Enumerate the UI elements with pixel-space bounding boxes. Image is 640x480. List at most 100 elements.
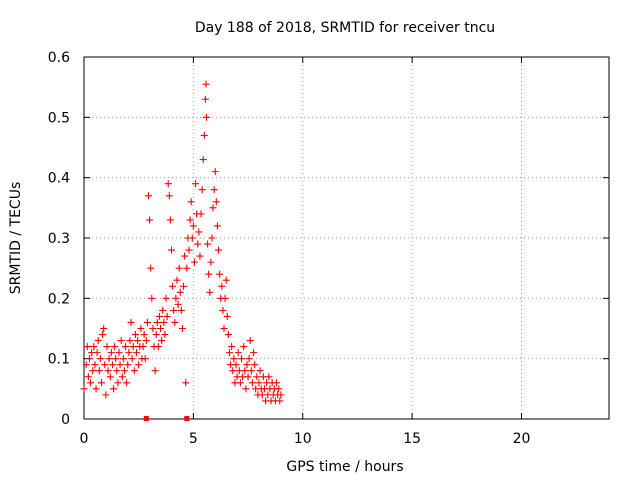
data-point xyxy=(247,367,255,375)
data-point xyxy=(218,282,226,290)
data-point xyxy=(182,379,190,387)
data-point xyxy=(221,294,229,302)
data-point xyxy=(211,168,219,176)
data-point xyxy=(251,361,259,369)
data-point xyxy=(196,252,204,260)
data-point xyxy=(265,373,273,381)
data-point xyxy=(177,306,185,314)
data-point xyxy=(147,264,155,272)
data-point xyxy=(164,180,172,188)
data-point xyxy=(192,180,200,188)
data-point xyxy=(120,367,128,375)
data-point xyxy=(154,343,162,351)
data-point xyxy=(230,355,238,363)
data-point xyxy=(209,204,217,212)
data-point xyxy=(197,210,205,218)
data-point xyxy=(198,186,206,194)
gap-marker xyxy=(184,416,190,421)
data-point xyxy=(207,258,215,266)
data-point xyxy=(93,349,101,357)
data-point xyxy=(129,343,137,351)
data-point xyxy=(126,337,134,345)
data-point xyxy=(241,367,249,375)
data-point xyxy=(117,337,125,345)
x-tick-label: 10 xyxy=(294,431,312,447)
data-point xyxy=(275,385,283,393)
data-point xyxy=(195,228,203,236)
data-point xyxy=(186,216,194,224)
data-point xyxy=(250,349,258,357)
data-point xyxy=(256,367,264,375)
data-point xyxy=(123,379,131,387)
data-point xyxy=(276,397,284,405)
data-point xyxy=(242,385,250,393)
data-point xyxy=(224,331,232,339)
data-point xyxy=(159,306,167,314)
data-point xyxy=(166,216,174,224)
data-point xyxy=(163,312,171,320)
data-point xyxy=(245,355,253,363)
data-point xyxy=(112,355,120,363)
data-point xyxy=(212,198,220,206)
data-point xyxy=(137,325,145,332)
data-point xyxy=(84,373,92,381)
data-point xyxy=(111,343,119,351)
y-tick-label: 0.5 xyxy=(48,110,70,126)
data-point xyxy=(189,222,197,230)
data-point xyxy=(89,367,97,375)
data-point xyxy=(131,331,139,339)
data-point xyxy=(128,355,136,363)
data-point xyxy=(108,361,116,369)
data-point xyxy=(82,361,90,369)
data-point xyxy=(155,312,163,320)
data-point xyxy=(146,216,154,224)
data-point xyxy=(174,300,182,308)
y-tick-label: 0 xyxy=(61,412,70,428)
data-point xyxy=(98,379,105,387)
data-point xyxy=(80,385,88,393)
data-point xyxy=(190,258,198,266)
data-point xyxy=(96,355,104,363)
data-point xyxy=(185,246,193,254)
data-point xyxy=(210,186,218,194)
data-point xyxy=(201,95,209,103)
data-point xyxy=(238,355,245,363)
data-point xyxy=(206,288,214,296)
data-point xyxy=(105,355,113,363)
data-point xyxy=(255,379,263,387)
data-point xyxy=(203,113,210,121)
data-point xyxy=(220,325,228,332)
data-point xyxy=(119,355,127,363)
data-point xyxy=(85,355,93,363)
data-point xyxy=(168,246,175,254)
data-point xyxy=(228,343,236,351)
data-point xyxy=(253,373,261,381)
y-tick-label: 0.4 xyxy=(48,171,70,187)
data-point xyxy=(165,192,173,200)
data-point xyxy=(216,270,224,278)
data-point xyxy=(92,385,100,393)
data-point xyxy=(277,391,285,399)
x-tick-label: 0 xyxy=(80,431,89,447)
data-point xyxy=(142,337,150,345)
data-point xyxy=(122,343,130,351)
data-point xyxy=(234,349,242,357)
data-point xyxy=(151,367,159,375)
x-tick-label: 20 xyxy=(513,431,531,447)
data-point xyxy=(90,343,98,351)
data-point xyxy=(135,361,143,369)
data-point xyxy=(160,318,168,326)
data-point xyxy=(208,234,216,242)
data-point xyxy=(222,276,230,284)
data-point xyxy=(152,331,160,339)
data-point xyxy=(114,379,122,387)
data-point xyxy=(162,294,170,302)
x-axis-label: GPS time / hours xyxy=(286,459,403,475)
data-point xyxy=(113,367,121,375)
chart-title: Day 188 of 2018, SRMTID for receiver tnc… xyxy=(195,20,495,36)
x-tick-label: 15 xyxy=(403,431,421,447)
data-point xyxy=(158,337,166,345)
data-point xyxy=(219,306,227,314)
axis-ticks: 0 5 10 15 20 0 0.1 0.2 0.3 0.4 0.5 0.6 xyxy=(48,50,609,447)
data-point xyxy=(110,385,118,393)
